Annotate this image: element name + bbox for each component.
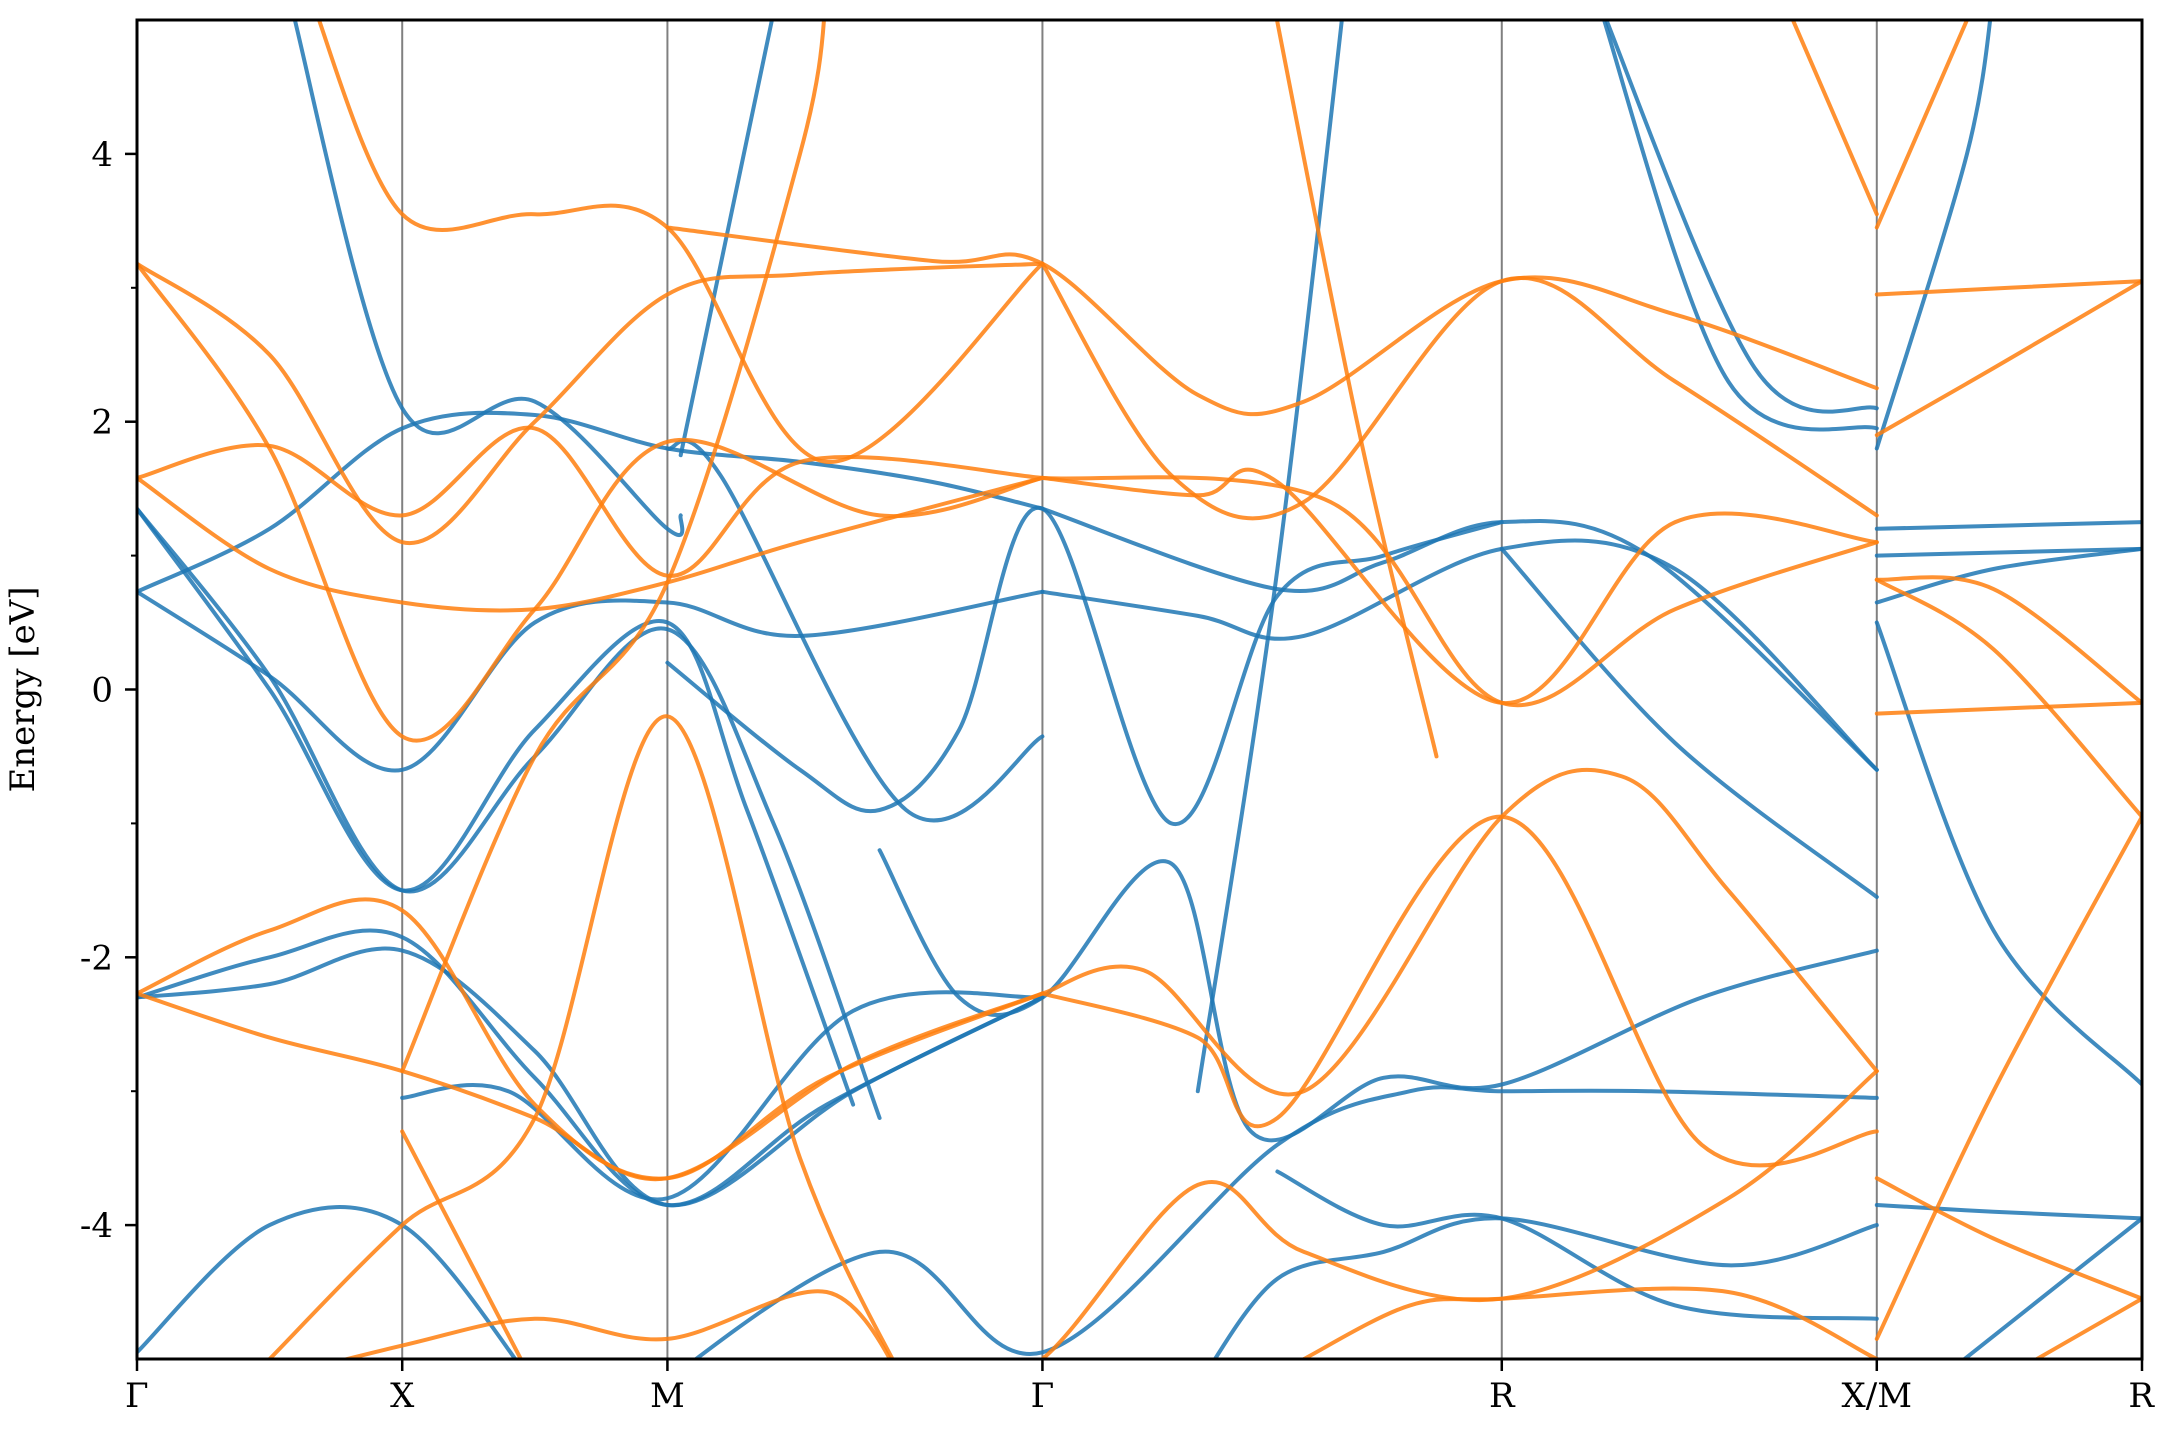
band-line	[137, 589, 1045, 773]
band-line	[1499, 546, 1879, 899]
band-line	[1274, 20, 1439, 759]
band-line	[400, 1129, 524, 1359]
band-line	[692, 1085, 1879, 1359]
band-line	[1212, 1216, 1879, 1359]
k-point-label: R	[1489, 1376, 1516, 1416]
band-line	[678, 20, 774, 458]
band-line	[665, 505, 1504, 826]
band-line	[400, 20, 826, 1074]
band-line	[1040, 261, 1879, 521]
band-line	[137, 261, 1045, 546]
band-line	[1961, 1216, 2142, 1359]
k-point-label: X/M	[1842, 1376, 1912, 1416]
band-line	[1604, 20, 1879, 414]
band-line	[137, 897, 1045, 1181]
band-line	[1602, 20, 1879, 432]
y-axis: -4 -2 0 2 4	[80, 135, 137, 1246]
k-point-label: Γ	[125, 1376, 149, 1416]
band-line	[665, 438, 1045, 823]
band-line	[1040, 475, 1879, 708]
band-line	[1874, 620, 2142, 1087]
band-line	[137, 928, 1045, 1208]
band-line	[1195, 20, 1344, 1094]
band-line	[1874, 577, 2142, 819]
band-line	[1874, 279, 2142, 438]
band-line	[665, 225, 1879, 417]
y-tick-label: -4	[80, 1206, 113, 1246]
y-tick-label: -2	[80, 938, 113, 978]
kpoint-lines	[401, 20, 1878, 1359]
band-line	[1040, 767, 1879, 1097]
k-point-label: R	[2128, 1376, 2155, 1416]
band-line	[1040, 814, 1879, 1168]
band-line	[2032, 1296, 2142, 1359]
y-axis-label: Energy [eV]	[3, 586, 43, 792]
band-line	[1301, 1286, 1879, 1359]
band-line	[1275, 1169, 1879, 1321]
band-line	[137, 410, 1045, 594]
band-line	[1874, 700, 2142, 716]
band-line	[877, 848, 1879, 1143]
band-line	[137, 1205, 518, 1359]
band-line	[137, 261, 1045, 743]
band-line	[1874, 575, 2142, 705]
band-line	[400, 990, 1045, 1202]
band-line	[267, 714, 895, 1359]
band-line	[1040, 506, 1879, 772]
k-point-label: X	[390, 1376, 415, 1416]
band-line	[1874, 814, 2142, 1341]
band-line	[137, 475, 1045, 613]
x-axis: Γ X M Γ R X/M R	[125, 1359, 2155, 1416]
band-line	[1039, 1069, 1879, 1359]
band-line	[137, 946, 1045, 1208]
band-line	[1874, 520, 2142, 531]
axes-frame	[135, 18, 2144, 1361]
bands	[137, 20, 2142, 1359]
band-line	[1874, 20, 1969, 230]
band-line	[1874, 279, 2142, 297]
band-line	[1874, 1203, 2142, 1221]
band-line	[1874, 1176, 2142, 1301]
band-line	[1874, 546, 2142, 558]
band-line	[1790, 20, 1879, 217]
band-line	[137, 425, 1045, 578]
band-line	[316, 20, 1045, 464]
y-tick-label: 0	[91, 671, 113, 711]
band-line	[1874, 20, 1993, 451]
band-line	[339, 1289, 893, 1359]
y-tick-label: 2	[91, 403, 113, 443]
k-point-label: Γ	[1031, 1376, 1055, 1416]
y-tick-label: 4	[91, 135, 113, 175]
band-line	[1040, 467, 1879, 705]
band-line	[1040, 538, 1879, 772]
band-line	[137, 506, 856, 1107]
k-point-label: M	[650, 1376, 685, 1416]
band-line	[292, 20, 685, 537]
